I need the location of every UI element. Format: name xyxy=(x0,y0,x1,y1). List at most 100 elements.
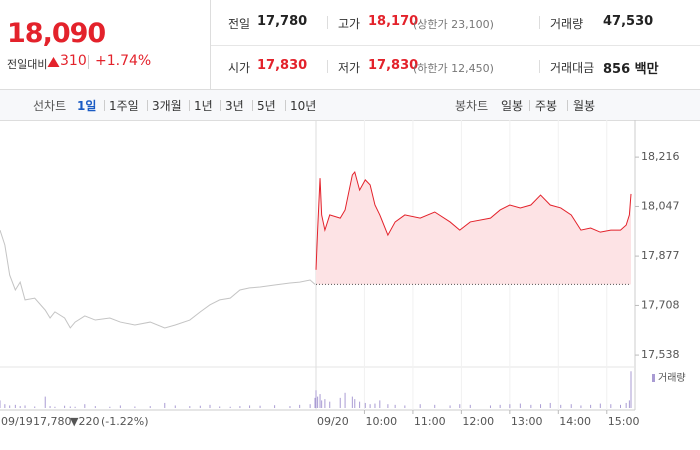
volume-bar xyxy=(394,404,396,408)
volume-bar xyxy=(109,406,111,408)
volume-bar xyxy=(49,406,51,408)
col-separator xyxy=(539,16,540,29)
y-tick-label: 18,047 xyxy=(641,199,680,212)
volume-bar xyxy=(509,404,511,408)
volume-bar xyxy=(469,404,471,408)
volume-bar xyxy=(359,401,361,408)
price-line xyxy=(0,229,316,329)
volume-bar xyxy=(24,405,26,408)
volume-bar xyxy=(364,402,366,408)
period-tab[interactable]: 1주일 xyxy=(109,99,139,113)
y-tick-label: 17,877 xyxy=(641,249,680,262)
volume-bar xyxy=(249,405,251,408)
x-tick-label: 12:00 xyxy=(462,415,494,428)
volume-bar xyxy=(134,406,136,408)
col-separator xyxy=(327,16,328,29)
tab-separator xyxy=(252,100,253,111)
separator xyxy=(88,55,89,69)
summary-label: 거래량 xyxy=(550,17,584,31)
summary-label: 전일 xyxy=(228,17,251,31)
volume-bar xyxy=(580,405,582,408)
volume-bar xyxy=(259,405,261,408)
volume-bar xyxy=(9,405,11,408)
summary-label: 고가 xyxy=(338,17,361,31)
tab-separator xyxy=(189,100,190,111)
area-fill xyxy=(316,172,631,285)
volume-bar xyxy=(19,406,21,408)
volume-bar xyxy=(199,405,201,408)
volume-bar xyxy=(489,405,491,408)
volume-bar xyxy=(549,402,551,408)
volume-bar xyxy=(499,404,501,408)
change: 310 xyxy=(60,53,87,69)
volume-bar xyxy=(321,400,323,408)
volume-bar xyxy=(64,405,66,408)
volume-bar xyxy=(319,394,321,408)
candle-tab[interactable]: 주봉 xyxy=(535,99,558,113)
price: 18,090 xyxy=(7,18,106,49)
volume-bar xyxy=(309,404,311,408)
volume-bar xyxy=(84,404,86,408)
x-tick-label: 10:00 xyxy=(365,415,397,428)
volume-bar xyxy=(387,404,389,408)
summary-value: 17,830 xyxy=(368,58,419,73)
volume-bar xyxy=(317,396,319,408)
quote-box xyxy=(0,0,211,90)
volume-bar xyxy=(299,404,301,408)
x-tick-label: 13:00 xyxy=(511,415,543,428)
summary-note: (상한가 23,100) xyxy=(413,18,494,31)
volume-bar xyxy=(459,404,461,408)
candle-tab[interactable]: 월봉 xyxy=(573,99,596,113)
prev-close-label: 17,780 xyxy=(33,415,72,428)
volume-bar xyxy=(209,404,211,408)
volume-bar xyxy=(314,397,316,408)
col-separator xyxy=(327,60,328,73)
candle-tab[interactable]: 일봉 xyxy=(501,99,524,113)
period-tab[interactable]: 10년 xyxy=(290,99,317,113)
tab-separator xyxy=(147,100,148,111)
volume-bar xyxy=(219,406,221,408)
volume-bar xyxy=(14,404,16,408)
volume-bar xyxy=(324,399,326,408)
summary-label: 시가 xyxy=(228,61,251,75)
volume-bar xyxy=(560,404,562,408)
period-tab[interactable]: 1년 xyxy=(194,99,213,113)
legend-label: 거래량 xyxy=(658,372,686,384)
volume-bar xyxy=(620,404,621,408)
tab-group-label: 선차트 xyxy=(33,99,67,113)
volume-bar xyxy=(628,400,630,408)
volume-bar xyxy=(339,397,341,408)
price-line xyxy=(315,170,632,270)
period-tab[interactable]: 3년 xyxy=(225,99,244,113)
tab-separator xyxy=(104,100,105,111)
volume-bar xyxy=(419,404,421,408)
volume-bar xyxy=(329,401,331,408)
summary-label: 거래대금 xyxy=(550,61,595,75)
chart: 17,538 17,708 17,877 18,047 18,216 10:00 11:00… xyxy=(0,120,686,428)
volume-bar xyxy=(174,405,176,408)
date-label: 09/20 xyxy=(317,415,349,428)
volume-bar xyxy=(94,406,96,408)
volume-bar xyxy=(519,403,521,408)
volume-bar xyxy=(54,406,56,408)
period-tab[interactable]: 1일 xyxy=(77,99,97,113)
volume-bar xyxy=(404,405,406,408)
tab-bar xyxy=(0,89,700,121)
volume-bar xyxy=(540,404,542,408)
volume-bar xyxy=(625,402,627,408)
volume-bar xyxy=(44,396,46,408)
volume-bar xyxy=(189,406,191,408)
change-label: 전일대비 xyxy=(7,58,48,71)
up-arrow xyxy=(47,57,60,67)
period-tab[interactable]: 5년 xyxy=(257,99,276,113)
row-divider xyxy=(211,45,700,46)
summary-value: 17,780 xyxy=(257,14,308,29)
volume-bar xyxy=(315,390,317,408)
prev-change: ▼220 xyxy=(70,415,99,428)
summary-label: 저가 xyxy=(338,61,361,75)
change-rate: +1.74% xyxy=(95,53,152,69)
period-tab[interactable]: 3개월 xyxy=(152,99,182,113)
prev-change-rate: (-1.22%) xyxy=(101,415,149,428)
summary-note: (하한가 12,450) xyxy=(413,62,494,75)
volume-bar xyxy=(239,406,241,408)
